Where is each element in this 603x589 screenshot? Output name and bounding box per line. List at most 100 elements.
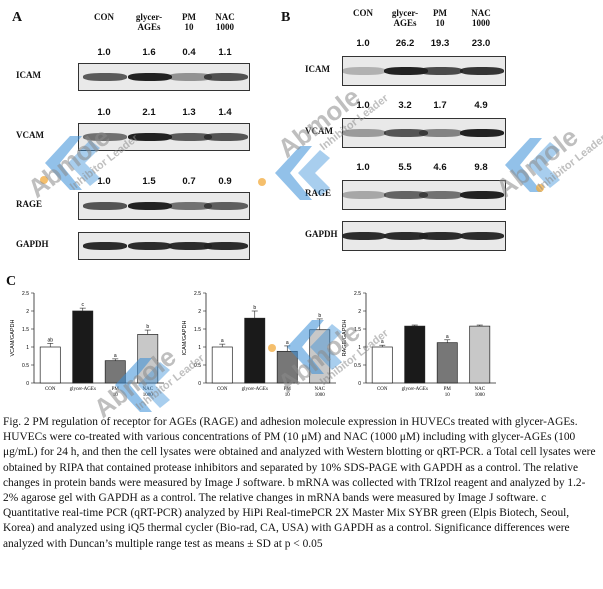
x-tick-label: NAC [314, 387, 325, 392]
watermark-dot [40, 176, 48, 184]
y-tick-label: 1 [198, 345, 201, 351]
x-tick-label: CON [217, 387, 228, 392]
band [460, 232, 504, 240]
watermark-logo-icon [287, 320, 342, 374]
lane-header: PM 10 [182, 12, 196, 32]
y-tick-label: 0.5 [22, 363, 29, 369]
y-axis-label: ICAM/GAPDH [182, 321, 188, 356]
row-label: RAGE [16, 199, 43, 209]
y-tick-label: 0.5 [354, 363, 361, 369]
x-tick-label: glycer-AGEs [70, 387, 96, 392]
lane-header: NAC 1000 [215, 12, 235, 32]
y-tick-label: 2 [358, 309, 361, 315]
watermark-dot [268, 344, 276, 352]
significance-letter: b [146, 324, 149, 330]
significance-letter: a [381, 339, 384, 345]
watermark-logo-icon [505, 138, 560, 192]
x-tick-label: NAC [142, 387, 153, 392]
band [384, 129, 428, 137]
watermark-logo-icon [45, 136, 100, 190]
x-tick-label: 10 [285, 393, 291, 398]
x-tick-label: PM [284, 387, 292, 392]
densitometry-value: 0.9 [218, 176, 232, 187]
band [128, 242, 172, 250]
band [384, 232, 428, 240]
densitometry-value: 2.1 [142, 107, 156, 118]
row-label: ICAM [305, 64, 330, 74]
band [204, 133, 248, 141]
band [128, 202, 172, 210]
densitometry-value: 3.2 [398, 100, 412, 111]
y-tick-label: 1.5 [194, 327, 201, 333]
significance-letter: ab [47, 337, 53, 343]
band [204, 73, 248, 81]
densitometry-value: 4.9 [474, 100, 488, 111]
significance-letter: b [318, 313, 321, 319]
bar [436, 342, 458, 384]
band [168, 133, 212, 141]
densitometry-value: 1.4 [218, 107, 232, 118]
band [342, 232, 386, 240]
band [342, 67, 386, 75]
densitometry-value: 1.6 [142, 47, 156, 58]
blot-strip [342, 118, 506, 148]
densitometry-value: 1.0 [356, 162, 370, 173]
band [419, 191, 463, 199]
y-tick-label: 2.5 [354, 291, 361, 297]
band [83, 73, 127, 81]
bar [211, 346, 233, 384]
band [342, 129, 386, 137]
lane-header: CON [353, 8, 373, 18]
band [419, 129, 463, 137]
significance-letter: a [221, 338, 224, 344]
row-label: VCAM [16, 130, 44, 140]
blot-strip [342, 221, 506, 251]
densitometry-value: 5.5 [398, 162, 412, 173]
densitometry-value: 9.8 [474, 162, 488, 173]
y-tick-label: 0 [198, 381, 201, 387]
band [419, 67, 463, 75]
band [204, 202, 248, 210]
band [384, 67, 428, 75]
x-tick-label: glycer-AGEs [402, 387, 428, 392]
watermark-dot [258, 178, 266, 186]
band [342, 191, 386, 199]
y-tick-label: 1 [26, 345, 29, 351]
bar [469, 325, 491, 384]
x-tick-label: 10 [113, 393, 119, 398]
band [460, 129, 504, 137]
panel-a-label: A [12, 10, 23, 25]
densitometry-value: 19.3 [430, 38, 450, 49]
x-tick-label: 1000 [315, 393, 326, 398]
y-tick-label: 1 [358, 345, 361, 351]
x-tick-label: 10 [445, 393, 451, 398]
x-tick-label: NAC [474, 387, 485, 392]
band [168, 242, 212, 250]
densitometry-value: 1.0 [97, 176, 111, 187]
lane-header: PM 10 [433, 8, 447, 28]
x-tick-label: PM [444, 387, 452, 392]
bar-chart: 0 0.5 1 1.5 2 2.5 RAGE/GAPDH a CON glycer-AGEs a PM… [342, 291, 496, 398]
bar [72, 310, 94, 384]
densitometry-value: 4.6 [433, 162, 447, 173]
significance-letter: c [82, 302, 85, 308]
y-tick-label: 2 [198, 309, 201, 315]
densitometry-value: 1.3 [182, 107, 196, 118]
x-tick-label: CON [45, 387, 56, 392]
densitometry-value: 1.7 [433, 100, 447, 111]
row-label: RAGE [305, 188, 331, 198]
y-tick-label: 2.5 [22, 291, 29, 297]
y-tick-label: 1.5 [22, 327, 29, 333]
band [419, 232, 463, 240]
blot-strip [78, 192, 250, 220]
y-tick-label: 0 [26, 381, 29, 387]
lane-header: glycer- AGEs [135, 12, 163, 32]
band [168, 73, 212, 81]
band [168, 202, 212, 210]
y-tick-label: 2.5 [194, 291, 201, 297]
bar [404, 325, 426, 384]
watermark-dot [536, 184, 544, 192]
densitometry-value: 1.0 [356, 38, 370, 49]
y-axis-label: VCAM/GAPDH [10, 319, 16, 356]
densitometry-value: 1.1 [218, 47, 232, 58]
